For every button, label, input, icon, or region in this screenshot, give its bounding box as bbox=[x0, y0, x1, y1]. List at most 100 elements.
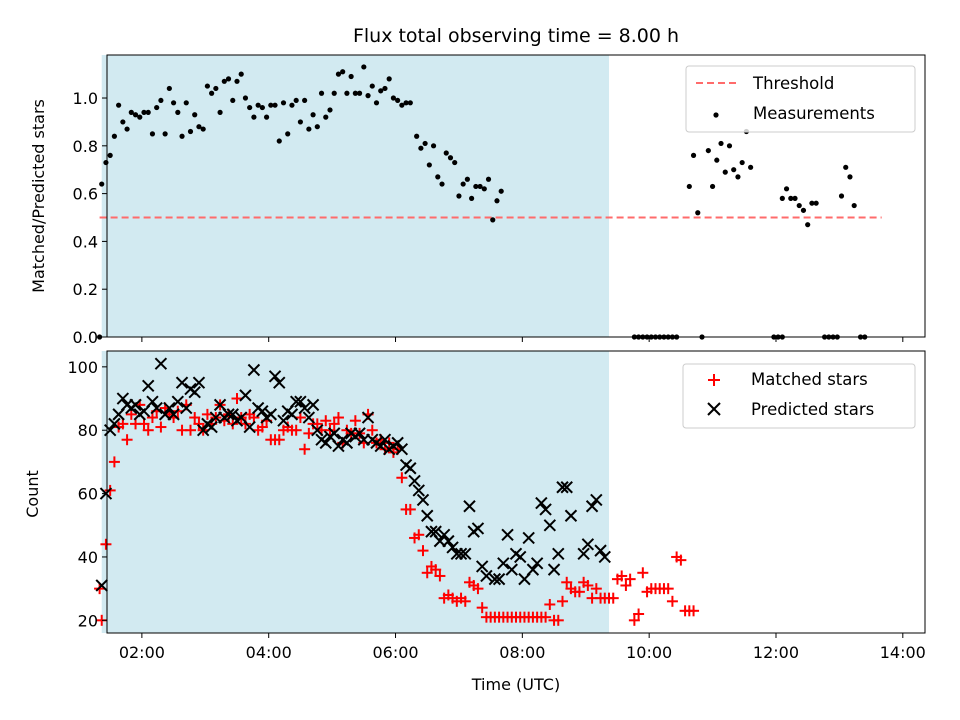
measurement-point bbox=[344, 90, 350, 96]
measurement-point bbox=[779, 195, 785, 201]
measurement-point bbox=[373, 100, 380, 106]
matched-star-point bbox=[561, 576, 573, 588]
measurement-point bbox=[722, 169, 728, 175]
predicted-star-mark-b bbox=[425, 525, 438, 538]
measurement-point bbox=[695, 210, 701, 216]
predicted-star-mark-b bbox=[442, 534, 455, 548]
measurement-point bbox=[430, 143, 437, 149]
predicted-star-mark-b bbox=[298, 401, 311, 415]
predicted-star-mark-b bbox=[146, 395, 159, 408]
predicted-star-mark-b bbox=[594, 544, 607, 557]
predicted-star-mark-b bbox=[256, 404, 269, 418]
measurement-point bbox=[718, 140, 724, 147]
predicted-star-point bbox=[552, 547, 565, 560]
predicted-star-mark-b bbox=[514, 550, 527, 564]
matched-star-point bbox=[590, 583, 602, 595]
predicted-star-mark-b bbox=[446, 541, 459, 554]
measurement-point bbox=[213, 85, 219, 92]
matched-star-point bbox=[256, 421, 268, 433]
matched-star-point bbox=[125, 408, 137, 420]
predicted-star-mark-b bbox=[361, 411, 375, 424]
measurement-point bbox=[494, 198, 500, 204]
predicted-star-point bbox=[547, 563, 561, 576]
predicted-star-point bbox=[306, 398, 320, 412]
predicted-star-point bbox=[539, 503, 552, 516]
legend-matched-label: Matched stars bbox=[751, 370, 868, 389]
predicted-star-point bbox=[378, 433, 392, 446]
predicted-star-point bbox=[328, 427, 341, 440]
legend-matched-plus-icon bbox=[708, 374, 720, 386]
measurement-point bbox=[128, 109, 134, 115]
bottom-plot-marks bbox=[94, 357, 700, 626]
measurement-point bbox=[686, 183, 692, 190]
predicted-star-mark-b bbox=[235, 411, 248, 424]
measurement-point bbox=[103, 159, 109, 166]
predicted-star-point bbox=[480, 569, 493, 583]
bottom-legend-box bbox=[682, 363, 916, 429]
measurement-point bbox=[498, 188, 504, 194]
predicted-star-mark-b bbox=[188, 385, 201, 399]
measurement-point bbox=[714, 157, 720, 163]
predicted-star-mark-b bbox=[142, 379, 155, 393]
legend-measurements-dot-icon bbox=[713, 112, 719, 118]
measurement-point bbox=[709, 183, 716, 190]
matched-star-point bbox=[332, 412, 344, 424]
predicted-star-mark-b bbox=[328, 427, 341, 440]
y-tick-label: 100 bbox=[67, 358, 98, 377]
predicted-star-mark-b bbox=[302, 411, 316, 424]
predicted-star-mark-b bbox=[163, 401, 176, 415]
predicted-star-point bbox=[180, 401, 193, 415]
measurement-point bbox=[238, 71, 244, 77]
measurement-point bbox=[726, 143, 733, 149]
predicted-star-mark-b bbox=[543, 519, 557, 532]
predicted-star-point bbox=[302, 411, 316, 424]
measurement-point bbox=[796, 202, 802, 209]
matched-star-point bbox=[552, 614, 564, 626]
predicted-star-point bbox=[395, 443, 409, 456]
x-tick-label: 02:00 bbox=[119, 643, 165, 662]
measurement-point bbox=[268, 102, 274, 108]
predicted-star-point bbox=[497, 557, 510, 570]
measurement-point bbox=[435, 174, 441, 180]
measurement-point bbox=[242, 95, 249, 101]
predicted-star-mark-b bbox=[205, 420, 218, 434]
bottom-panel: 20 40 60 80 100 02:00 04:00 06:00 08:00 10:00 12:… bbox=[23, 350, 926, 694]
matched-star-point bbox=[557, 595, 569, 607]
predicted-star-point bbox=[543, 519, 557, 532]
predicted-star-point bbox=[429, 525, 442, 538]
matched-star-point bbox=[328, 418, 340, 430]
matched-star-point bbox=[421, 567, 433, 579]
matched-star-point bbox=[404, 503, 416, 515]
predicted-star-mark-b bbox=[175, 376, 189, 389]
y-tick-label: 40 bbox=[78, 548, 98, 567]
measurement-point bbox=[297, 119, 304, 125]
matched-star-point bbox=[476, 602, 488, 614]
predicted-star-point bbox=[594, 544, 607, 557]
predicted-star-point bbox=[150, 401, 163, 415]
measurement-point bbox=[352, 90, 358, 96]
measurement-point bbox=[124, 126, 130, 132]
predicted-star-point bbox=[501, 528, 514, 541]
x-tick-label: 06:00 bbox=[372, 643, 418, 662]
predicted-star-point bbox=[142, 379, 155, 393]
matched-star-point bbox=[320, 415, 332, 427]
matched-star-point bbox=[666, 595, 678, 607]
predicted-star-mark-b bbox=[226, 408, 239, 421]
predicted-star-point bbox=[154, 357, 168, 370]
predicted-star-mark-b bbox=[437, 528, 451, 541]
matched-star-point bbox=[540, 611, 552, 623]
measurement-point bbox=[443, 150, 449, 156]
predicted-star-mark-b bbox=[332, 439, 345, 453]
predicted-star-point bbox=[556, 481, 569, 494]
predicted-star-point bbox=[167, 408, 180, 421]
measurement-point bbox=[705, 147, 711, 154]
measurement-point bbox=[179, 133, 185, 139]
predicted-star-mark-b bbox=[497, 557, 510, 570]
predicted-star-point bbox=[222, 408, 235, 421]
predicted-star-mark-b bbox=[492, 572, 506, 586]
top-observing-window-span bbox=[101, 55, 610, 337]
predicted-star-point bbox=[273, 376, 286, 389]
top-legend-box bbox=[685, 65, 916, 133]
measurement-point bbox=[490, 217, 496, 223]
